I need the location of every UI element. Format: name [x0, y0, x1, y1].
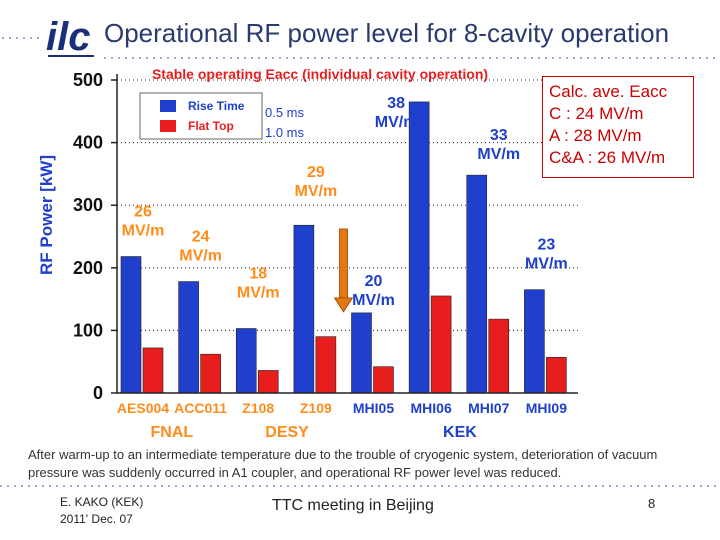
x-tick-label-Z108: Z108	[242, 400, 274, 416]
calc-box-title: Calc. ave. Eacc	[549, 82, 668, 101]
eacc-value-MHI05: 20	[365, 273, 383, 290]
eacc-unit-AES004: MV/m	[122, 223, 165, 240]
x-tick-label-MHI06: MHI06	[411, 400, 452, 416]
eacc-unit-ACC011: MV/m	[179, 248, 222, 265]
bar-Z108-flat	[257, 370, 279, 394]
y-tick-label-200: 200	[73, 258, 103, 278]
calc-box-line-a: A : 28 MV/m	[549, 126, 642, 145]
bar-MHI06-flat	[430, 295, 452, 394]
bar-MHI06-rise	[408, 101, 430, 394]
eacc-unit-MHI06: MV/m	[375, 114, 418, 131]
bar-MHI07-rise	[466, 174, 488, 394]
chart-title: Stable operating Eacc (individual cavity…	[152, 66, 488, 82]
eacc-value-ACC011: 24	[192, 229, 210, 246]
footer-meeting: TTC meeting in Beijing	[272, 497, 434, 514]
footer-date: 2011' Dec. 07	[60, 512, 133, 526]
group-label-fnal: FNAL	[150, 424, 193, 441]
eacc-unit-MHI07: MV/m	[477, 146, 520, 163]
legend: Rise Time Flat Top 0.5 ms 1.0 ms	[139, 92, 305, 140]
eacc-unit-MHI09: MV/m	[525, 256, 568, 273]
bar-MHI05-rise	[351, 312, 372, 394]
bar-MHI07-flat	[488, 318, 510, 394]
group-label-kek: KEK	[443, 424, 477, 441]
header-dots-left	[2, 37, 44, 39]
eacc-unit-Z108: MV/m	[237, 285, 280, 302]
y-tick-label-400: 400	[73, 133, 103, 153]
footer-dots	[0, 485, 720, 487]
bar-Z108-rise	[235, 328, 257, 394]
rf-power-chart: Stable operating Eacc (individual cavity…	[37, 66, 578, 441]
slide-title: Operational RF power level for 8-cavity …	[104, 18, 670, 48]
eacc-value-MHI06: 38	[387, 95, 405, 112]
logo-text: ilc	[46, 15, 90, 59]
legend-note-flat: 1.0 ms	[265, 125, 305, 140]
calc-average-box: Calc. ave. Eacc C : 24 MV/m A : 28 MV/m …	[542, 76, 694, 178]
group-label-desy: DESY	[265, 424, 309, 441]
footer-author: E. KAKO (KEK)	[60, 495, 144, 509]
header-dots-right	[104, 57, 720, 59]
bar-MHI09-flat	[546, 357, 567, 394]
x-tick-label-ACC011: ACC011	[174, 400, 227, 416]
bars-layer	[120, 101, 567, 394]
eacc-unit-Z109: MV/m	[295, 183, 338, 200]
y-tick-label-300: 300	[73, 195, 103, 215]
legend-swatch-rise	[160, 100, 176, 112]
y-tick-label-0: 0	[93, 383, 103, 403]
legend-label-rise: Rise Time	[188, 99, 245, 113]
drop-arrow-shaft	[339, 228, 348, 300]
y-tick-label-500: 500	[73, 70, 103, 90]
slide-note: After warm-up to an intermediate tempera…	[28, 447, 658, 480]
eacc-value-MHI07: 33	[490, 127, 508, 144]
page-number: 8	[648, 496, 656, 511]
bar-ACC011-flat	[200, 353, 221, 394]
bar-AES004-rise	[120, 256, 142, 394]
bar-ACC011-rise	[178, 281, 199, 394]
y-tick-label-100: 100	[73, 320, 103, 340]
x-tick-label-MHI07: MHI07	[468, 400, 509, 416]
axis-layer: 0 100 200 300 400 500	[73, 70, 578, 403]
bar-MHI09-rise	[524, 289, 545, 394]
legend-swatch-flat	[160, 120, 176, 132]
bar-Z109-flat	[315, 336, 337, 394]
x-tick-label-MHI09: MHI09	[526, 400, 567, 416]
calc-box-line-c: C : 24 MV/m	[549, 104, 644, 123]
eacc-value-MHI09: 23	[537, 237, 555, 254]
calc-box-line-ca: C&A : 26 MV/m	[549, 148, 666, 167]
x-tick-label-MHI05: MHI05	[353, 400, 394, 416]
eacc-unit-MHI05: MV/m	[352, 292, 395, 309]
labels-layer: AES004 ACC011 Z108 Z109 MHI05 MHI06 MHI07 MHI09…	[117, 95, 568, 441]
legend-label-flat: Flat Top	[188, 119, 234, 133]
footer-author-block: E. KAKO (KEK) 2011' Dec. 07	[60, 494, 143, 528]
bar-MHI05-flat	[373, 366, 394, 394]
legend-note-rise: 0.5 ms	[265, 105, 305, 120]
ilc-logo: ilc	[46, 15, 94, 59]
eacc-value-Z109: 29	[307, 164, 325, 181]
bar-Z109-rise	[293, 224, 315, 394]
eacc-value-Z108: 18	[249, 266, 267, 283]
y-axis-label: RF Power [kW]	[37, 155, 56, 275]
x-tick-label-AES004: AES004	[117, 400, 169, 416]
x-tick-label-Z109: Z109	[300, 400, 332, 416]
drop-arrow-head	[333, 297, 354, 313]
bar-AES004-flat	[142, 347, 164, 394]
eacc-value-AES004: 26	[134, 204, 152, 221]
